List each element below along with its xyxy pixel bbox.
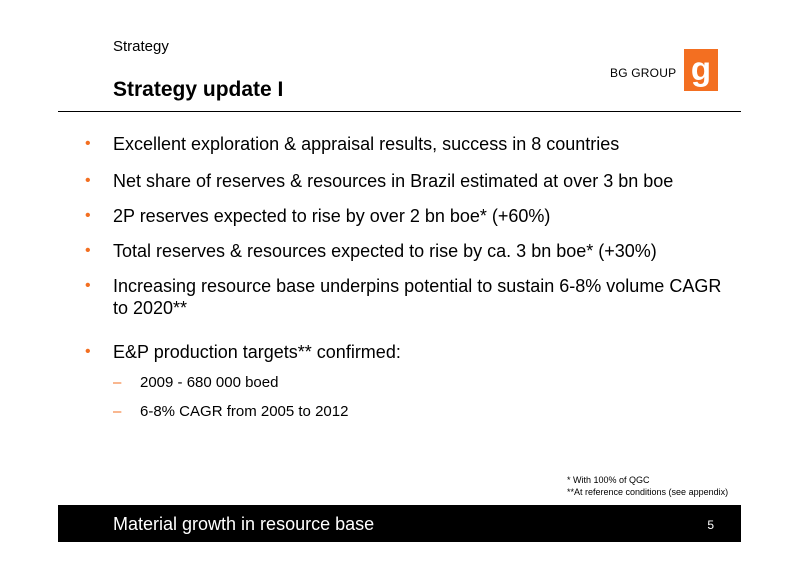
footnotes: * With 100% of QGC **At reference condit…	[567, 474, 728, 498]
sub-bullet-marker: –	[113, 374, 122, 391]
bullet-text: 2P reserves expected to rise by over 2 b…	[113, 206, 551, 226]
bullet-item: • Increasing resource base underpins pot…	[85, 275, 733, 319]
footnote: * With 100% of QGC	[567, 475, 650, 485]
bullet-text: E&P production targets** confirmed:	[113, 342, 401, 362]
logo-text: BG GROUP	[610, 66, 677, 80]
footnote: **At reference conditions (see appendix)	[567, 487, 729, 497]
svg-text:g: g	[691, 50, 711, 87]
sub-bullet-item: – 6-8% CAGR from 2005 to 2012	[113, 403, 640, 421]
bullet-item: • 2P reserves expected to rise by over 2…	[85, 205, 733, 227]
bullet-item: • Total reserves & resources expected to…	[85, 240, 733, 262]
bullet-item: • E&P production targets** confirmed:	[85, 341, 733, 363]
slide-title: Strategy update I	[113, 78, 284, 101]
bullet-item: • Excellent exploration & appraisal resu…	[85, 133, 733, 155]
bullet-text: Net share of reserves & resources in Bra…	[113, 171, 674, 191]
bullet-item: • Net share of reserves & resources in B…	[85, 170, 733, 192]
footer-bar: Material growth in resource base 5	[58, 505, 741, 542]
bullet-text: Increasing resource base underpins poten…	[113, 276, 722, 318]
section-label: Strategy	[113, 38, 169, 55]
sub-bullet-text: 6-8% CAGR from 2005 to 2012	[140, 403, 349, 420]
bullet-marker: •	[85, 242, 91, 259]
sub-bullet-marker: –	[113, 403, 122, 420]
company-logo: BG GROUP g	[610, 49, 719, 91]
bullet-marker: •	[85, 277, 91, 294]
bullet-marker: •	[85, 207, 91, 224]
bullet-marker: •	[85, 343, 91, 360]
bullet-text: Excellent exploration & appraisal result…	[113, 134, 620, 154]
bullet-marker: •	[85, 135, 91, 152]
page-number: 5	[707, 518, 714, 532]
bullet-marker: •	[85, 172, 91, 189]
footer-text: Material growth in resource base	[113, 514, 375, 534]
bg-logo-icon: g	[684, 49, 719, 91]
sub-bullet-text: 2009 - 680 000 boed	[140, 374, 279, 391]
bullet-text: Total reserves & resources expected to r…	[113, 241, 657, 261]
sub-bullet-item: – 2009 - 680 000 boed	[113, 374, 640, 392]
header-rule	[58, 111, 741, 112]
